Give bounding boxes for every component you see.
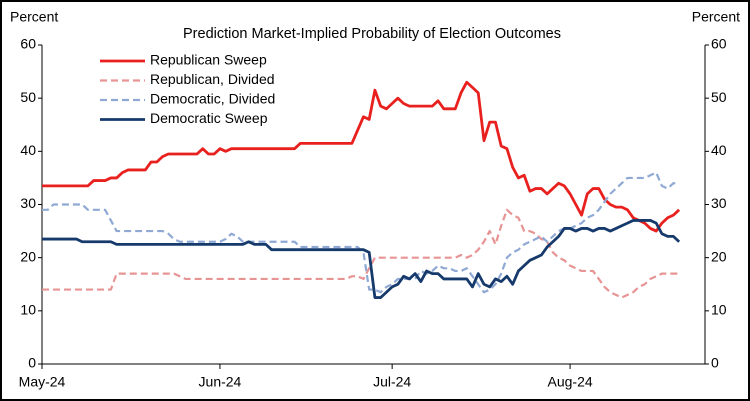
y2-tick-label: 60 xyxy=(711,36,727,52)
y2-tick-label: 20 xyxy=(711,248,727,264)
y-tick-label: 50 xyxy=(20,89,36,105)
y-tick-label: 20 xyxy=(20,248,36,264)
y2-tick-label: 40 xyxy=(711,142,727,158)
y-tick-label: 60 xyxy=(20,36,36,52)
series-line xyxy=(42,208,680,299)
y-tick-label: 30 xyxy=(20,195,36,211)
y-tick-label: 40 xyxy=(20,142,36,158)
x-tick-label: Aug-24 xyxy=(548,374,593,390)
y2-tick-label: 50 xyxy=(711,89,727,105)
series-line xyxy=(42,80,681,233)
y2-tick-label: 10 xyxy=(711,302,727,318)
y2-tick-label: 0 xyxy=(711,355,719,371)
legend-label: Republican, Divided xyxy=(150,71,275,87)
legend-label: Democratic, Divided xyxy=(150,91,275,107)
x-tick-label: Jun-24 xyxy=(199,374,242,390)
y2-tick-label: 30 xyxy=(711,195,727,211)
x-tick-label: May-24 xyxy=(19,374,66,390)
y2-axis-label: Percent xyxy=(692,9,740,25)
series-line xyxy=(42,171,680,294)
series-line xyxy=(42,219,681,299)
chart-title: Prediction Market-Implied Probability of… xyxy=(183,26,561,42)
legend-label: Democratic Sweep xyxy=(150,110,268,126)
y-tick-label: 0 xyxy=(28,355,36,371)
y-tick-label: 10 xyxy=(20,302,36,318)
y-axis-label: Percent xyxy=(10,9,58,25)
x-tick-label: Jul-24 xyxy=(373,374,411,390)
legend-label: Republican Sweep xyxy=(150,52,267,68)
